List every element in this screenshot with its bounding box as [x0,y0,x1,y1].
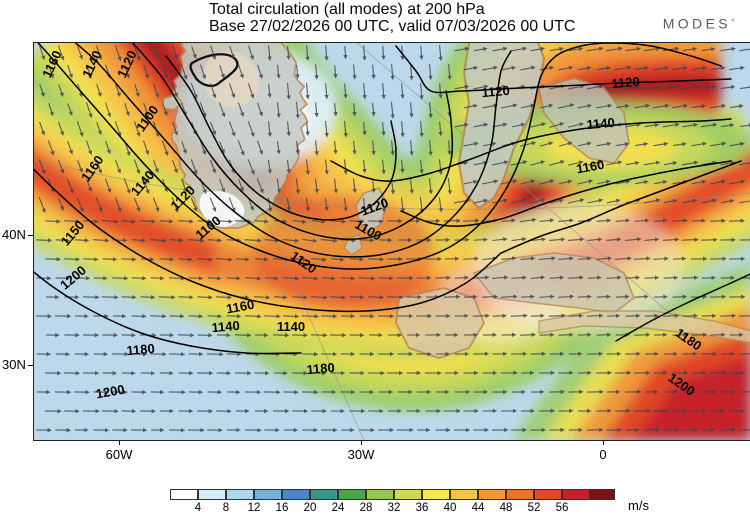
svg-text:1180: 1180 [126,341,155,358]
svg-text:1120: 1120 [481,83,510,100]
svg-text:1180: 1180 [306,360,335,377]
svg-text:1140: 1140 [277,319,305,334]
svg-text:1140: 1140 [586,115,615,132]
svg-text:1120: 1120 [611,74,640,91]
svg-text:1140: 1140 [211,318,240,335]
